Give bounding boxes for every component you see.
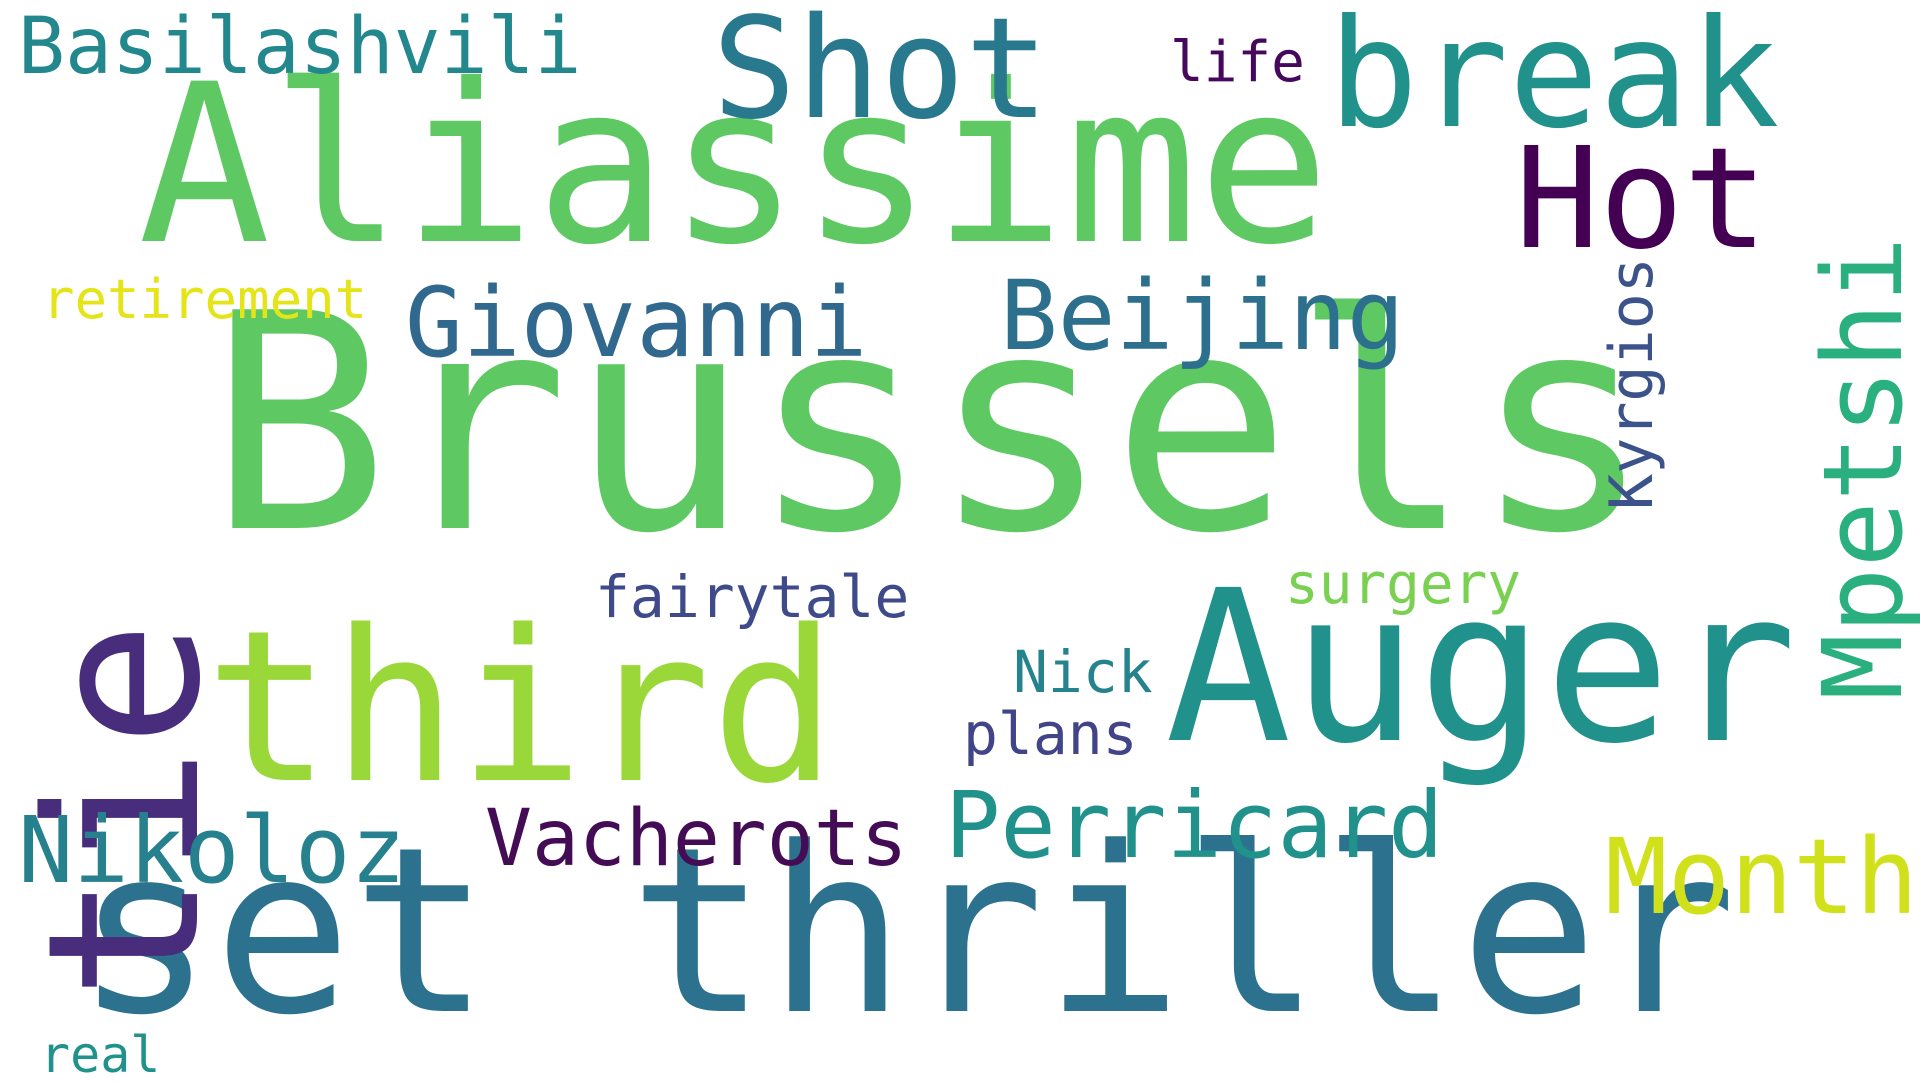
- word-beijing: Beijing: [1000, 260, 1405, 372]
- word-third: third: [205, 585, 838, 830]
- word-life: life: [1170, 30, 1305, 95]
- word-fairytale: fairytale: [595, 563, 910, 631]
- word-set-thriller: set thriller: [75, 799, 1737, 1066]
- word-break: break: [1328, 0, 1780, 162]
- word-aliassime: Aliassime: [138, 37, 1331, 293]
- word-mpetshi: Mpetshi: [1799, 236, 1920, 700]
- word-basilashvili: Basilashvili: [18, 2, 582, 92]
- word-brussels: Brussels: [208, 250, 1653, 599]
- word-real: real: [40, 1026, 161, 1084]
- word-hot: Hot: [1515, 118, 1768, 281]
- word-month: Month: [1605, 816, 1919, 938]
- word-nick: Nick: [1013, 638, 1153, 706]
- word-perricard: Perricard: [945, 772, 1444, 879]
- word-plans: plans: [963, 700, 1138, 768]
- word-kyrgios: Kyrgios: [1597, 257, 1667, 510]
- word-vacherots: Vacherots: [485, 794, 908, 884]
- word-auger: Auger: [1165, 545, 1798, 790]
- word-giovanni: Giovanni: [405, 267, 868, 379]
- word-retirement: retirement: [42, 268, 368, 331]
- word-surgery: surgery: [1285, 552, 1522, 617]
- word-shot: Shot: [712, 0, 1050, 151]
- word-nikoloz: Nikoloz: [18, 797, 406, 904]
